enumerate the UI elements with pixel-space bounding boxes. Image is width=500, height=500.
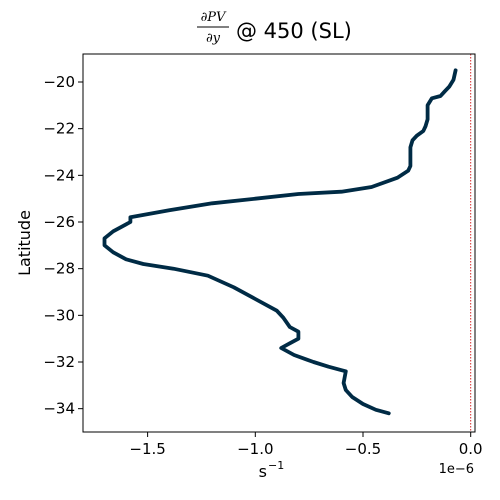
y-tick-label: −32 [43,353,75,371]
y-tick-label: −28 [43,260,75,278]
x-axis-offset-label: 1e−6 [439,462,474,477]
y-tick-label: −24 [43,166,75,184]
plot-area [102,54,472,432]
x-tick-label: −1.0 [237,440,273,458]
title-numerator: ∂PV [201,10,227,25]
series-line-0 [102,68,458,416]
chart-title: ∂PV ∂y @ 450 (SL) [197,10,352,46]
y-tick-label: −26 [43,213,75,231]
x-axis-label: s [259,462,267,481]
title-denominator: ∂y [206,31,221,46]
y-axis-ticks: −34 −32 −30 −28 −26 −24 −22 −20 [43,73,83,418]
y-tick-label: −34 [43,400,75,418]
y-tick-label: −22 [43,120,75,138]
title-suffix: @ 450 (SL) [236,19,352,43]
y-tick-label: −20 [43,73,75,91]
x-tick-label: −0.5 [345,440,381,458]
y-tick-label: −30 [43,306,75,324]
axes-frame [82,53,476,433]
x-axis-label-exponent: −1 [268,459,284,472]
x-tick-label: 0.0 [459,440,483,458]
x-tick-label: −1.5 [129,440,165,458]
y-axis-label: Latitude [15,210,34,276]
x-axis-ticks: −1.5 −1.0 −0.5 0.0 [129,432,483,458]
